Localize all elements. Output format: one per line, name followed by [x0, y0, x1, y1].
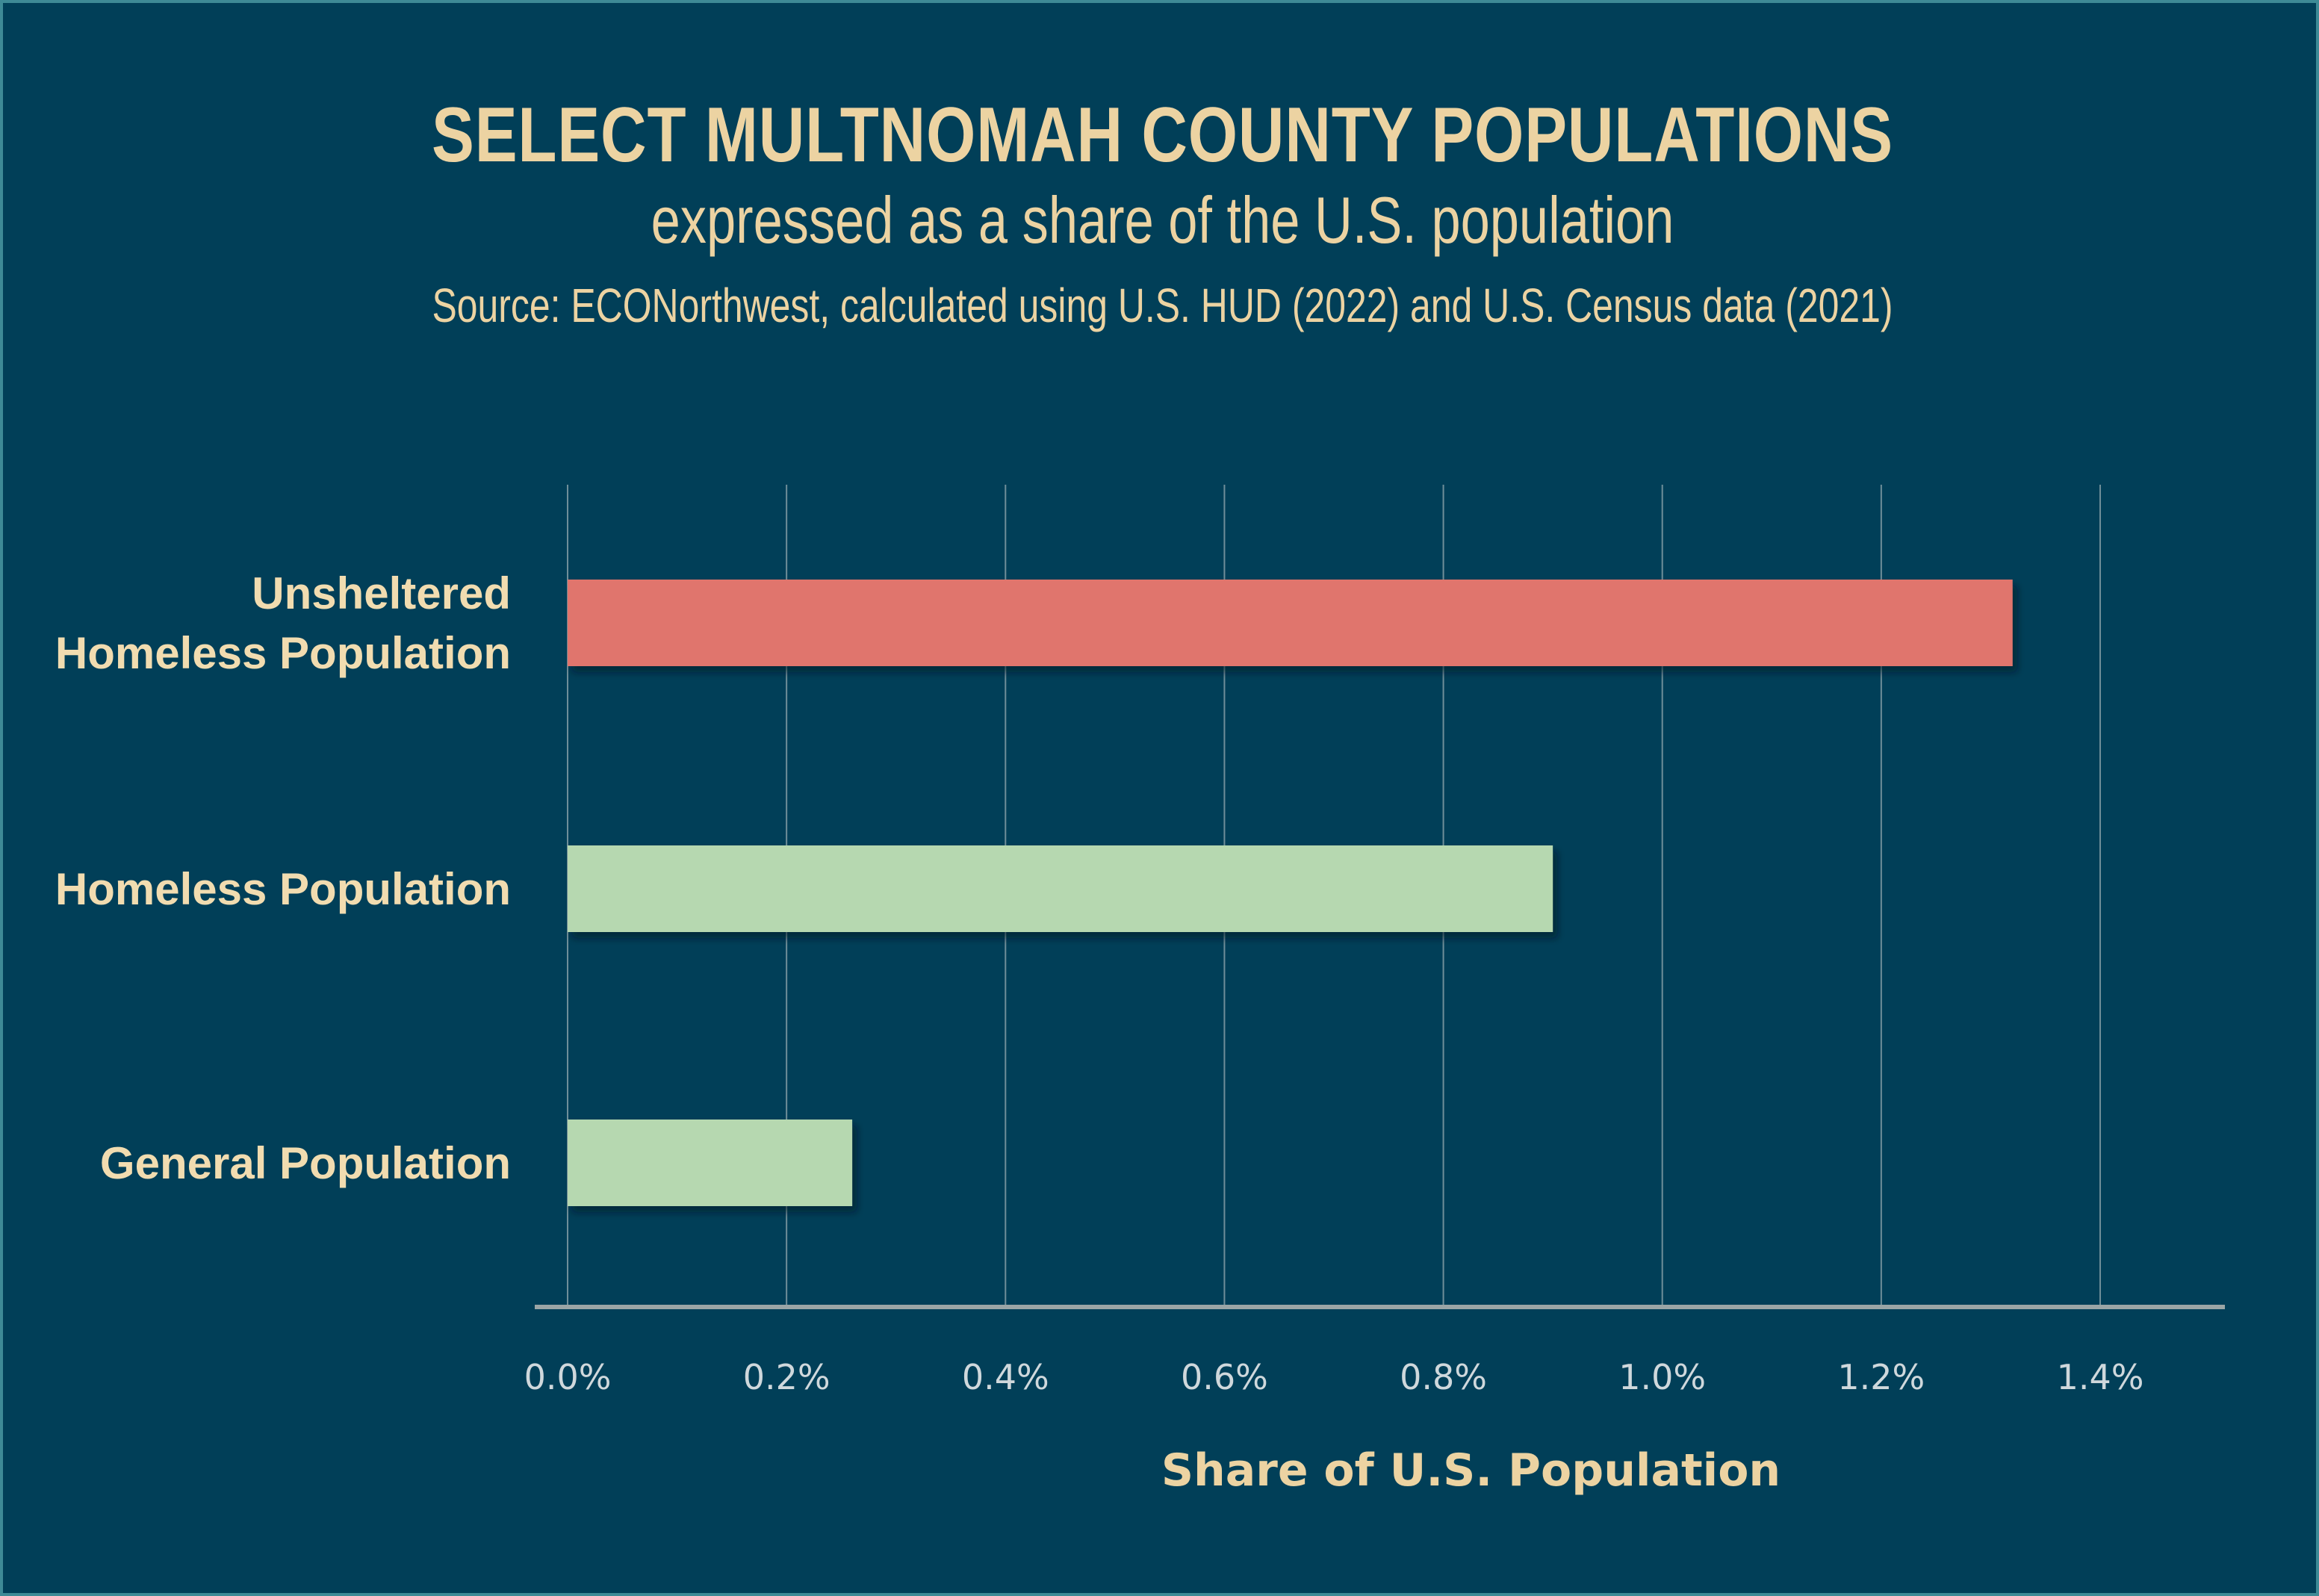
x-tick-label: 1.2% [1837, 1357, 1925, 1397]
bars [568, 580, 2013, 1206]
x-tick-label: 1.0% [1618, 1357, 1706, 1397]
x-tick-label: 0.6% [1181, 1357, 1268, 1397]
category-label: General Population [100, 1138, 511, 1188]
x-tick-label: 0.8% [1400, 1357, 1487, 1397]
category-labels: Unsheltered Homeless Population Homeless P… [55, 568, 511, 1188]
bar-chart: 0.0% 0.2% 0.4% 0.6% 0.8% 1.0% 1.2% 1.4% Unshelt… [55, 485, 2225, 1497]
x-tick-label: 0.2% [743, 1357, 831, 1397]
chart-title: SELECT MULTNOMAH COUNTY POPULATIONS [432, 92, 1893, 178]
x-tick-label: 0.0% [524, 1357, 612, 1397]
x-tick-label: 1.4% [2057, 1357, 2144, 1397]
bar [568, 845, 1553, 932]
bar [568, 580, 2013, 666]
x-axis: 0.0% 0.2% 0.4% 0.6% 0.8% 1.0% 1.2% 1.4% [524, 1305, 2225, 1397]
x-axis-title: Share of U.S. Population [1161, 1444, 1781, 1497]
category-label: Homeless Population [55, 864, 511, 914]
chart-source: Source: ECONorthwest, calculated using U… [432, 279, 1893, 332]
x-tick-label: 0.4% [962, 1357, 1049, 1397]
category-label: Unsheltered Homeless Population [55, 568, 511, 678]
bar [568, 1120, 853, 1206]
chart-subtitle: expressed as a share of the U.S. populat… [651, 183, 1674, 257]
